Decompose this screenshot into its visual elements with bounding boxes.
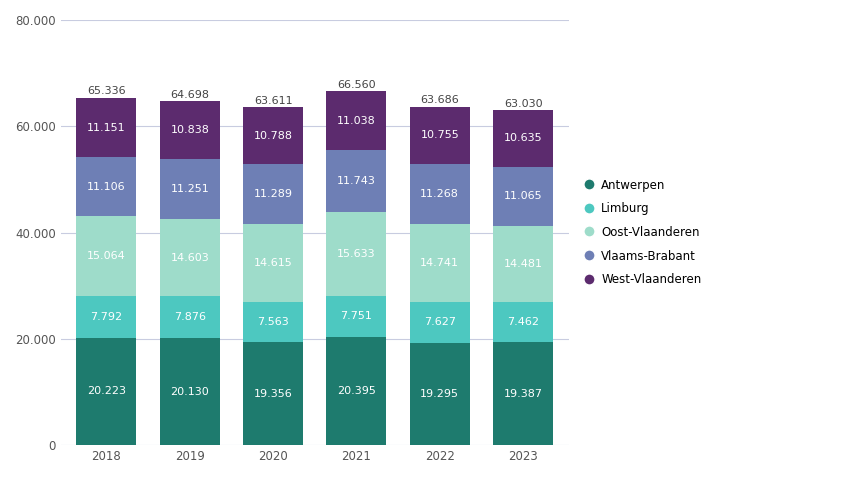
Text: 63.030: 63.030 [504,98,543,109]
Bar [410,302,470,343]
Text: 11.151: 11.151 [87,122,126,132]
Text: 11.289: 11.289 [254,189,292,199]
Text: 11.065: 11.065 [504,191,543,201]
Text: 11.038: 11.038 [337,116,375,126]
Text: 19.356: 19.356 [254,389,292,399]
Bar [410,107,470,164]
Bar [327,337,387,445]
Text: 19.387: 19.387 [504,389,543,399]
Text: 15.633: 15.633 [337,249,375,259]
Bar [327,91,387,150]
Text: 7.751: 7.751 [341,311,372,321]
Text: 7.563: 7.563 [257,317,289,327]
Bar [243,164,303,224]
Bar [493,167,553,226]
Text: 10.838: 10.838 [170,125,209,135]
Bar [160,338,219,445]
Text: 63.611: 63.611 [254,96,292,106]
Text: 7.792: 7.792 [90,312,122,322]
Text: 15.064: 15.064 [87,251,126,261]
Bar [410,164,470,224]
Text: 63.686: 63.686 [420,95,460,105]
Bar [76,157,136,216]
Bar [160,219,219,296]
Bar [160,101,219,159]
Legend: Antwerpen, Limburg, Oost-Vlaanderen, Vlaams-Brabant, West-Vlaanderen: Antwerpen, Limburg, Oost-Vlaanderen, Vla… [580,173,707,292]
Bar [76,337,136,445]
Text: 20.395: 20.395 [337,386,376,396]
Text: 11.106: 11.106 [87,182,126,192]
Bar [493,226,553,303]
Bar [493,303,553,342]
Text: 14.603: 14.603 [171,252,209,262]
Bar [243,302,303,342]
Text: 7.876: 7.876 [173,312,205,322]
Text: 20.130: 20.130 [171,387,209,397]
Bar [327,213,387,295]
Text: 11.268: 11.268 [420,189,460,199]
Bar [243,342,303,445]
Bar [160,296,219,338]
Text: 10.755: 10.755 [420,130,460,140]
Bar [76,296,136,337]
Text: 20.223: 20.223 [87,386,126,396]
Text: 66.560: 66.560 [337,80,375,90]
Bar [410,224,470,302]
Text: 65.336: 65.336 [87,87,126,97]
Text: 10.788: 10.788 [254,131,292,141]
Bar [243,224,303,302]
Bar [493,342,553,445]
Text: 11.743: 11.743 [337,176,376,186]
Text: 19.295: 19.295 [420,389,460,399]
Text: 14.481: 14.481 [504,259,543,269]
Bar [160,159,219,219]
Bar [327,150,387,213]
Text: 14.615: 14.615 [254,258,292,268]
Bar [243,107,303,164]
Bar [410,343,470,445]
Text: 11.251: 11.251 [171,184,209,194]
Text: 7.627: 7.627 [424,317,456,327]
Bar [327,295,387,337]
Bar [493,110,553,167]
Text: 64.698: 64.698 [170,90,209,100]
Bar [76,98,136,157]
Text: 10.635: 10.635 [504,133,543,143]
Bar [76,216,136,296]
Text: 7.462: 7.462 [507,317,539,327]
Text: 14.741: 14.741 [420,258,460,268]
